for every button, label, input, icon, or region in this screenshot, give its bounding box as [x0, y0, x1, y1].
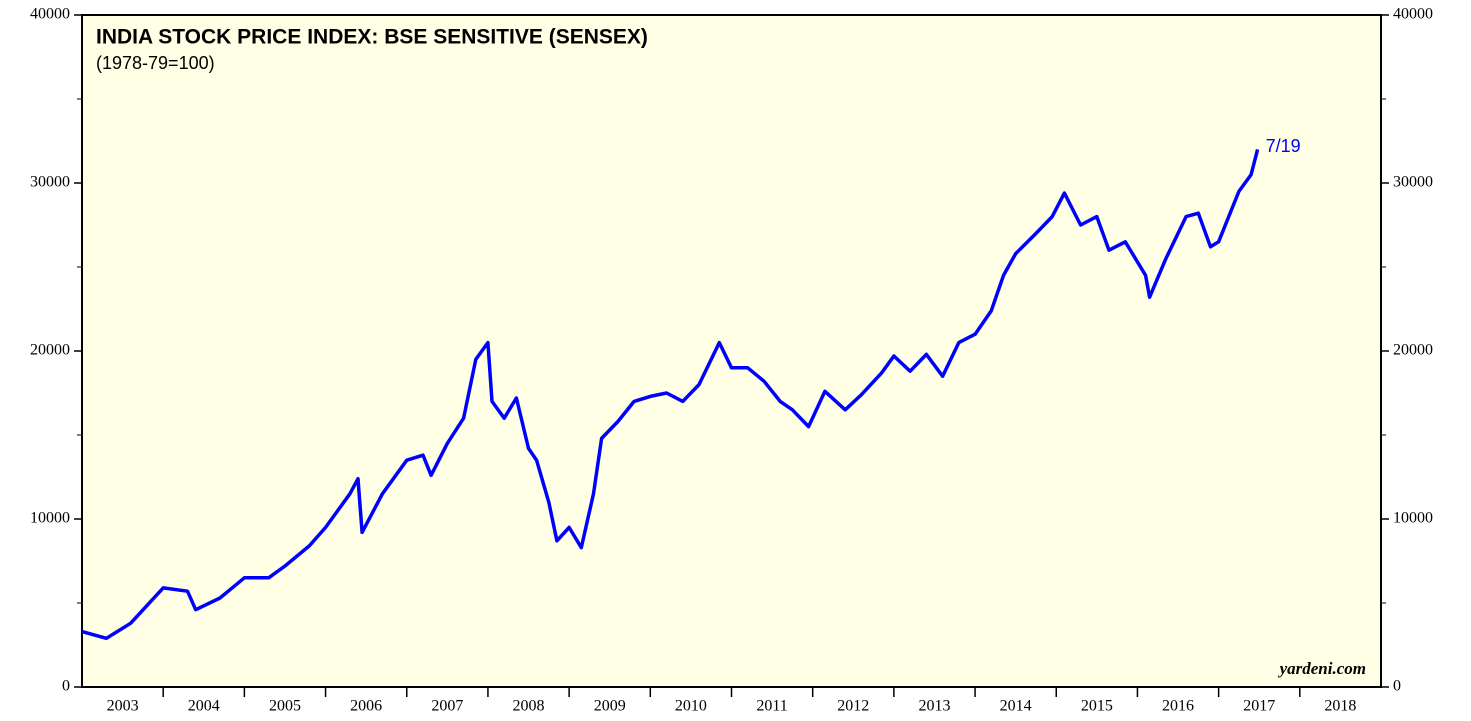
y-tick-label: 20000	[30, 342, 70, 359]
y-tick-label: 0	[62, 678, 70, 695]
x-tick-label: 2008	[513, 698, 545, 715]
x-tick-label: 2003	[107, 698, 139, 715]
x-tick-label: 2007	[431, 698, 463, 715]
y2-tick-label: 10000	[1393, 510, 1433, 527]
plot-area	[81, 14, 1382, 688]
y-tick-label: 40000	[30, 6, 70, 23]
chart-subtitle: (1978-79=100)	[96, 53, 215, 73]
y2-tick-label: 40000	[1393, 6, 1433, 23]
x-tick-label: 2017	[1243, 698, 1275, 715]
y2-tick-label: 0	[1393, 678, 1401, 695]
x-tick-label: 2013	[918, 698, 950, 715]
x-tick-label: 2016	[1162, 698, 1194, 715]
y2-tick-label: 30000	[1393, 174, 1433, 191]
x-tick-label: 2006	[350, 698, 382, 715]
x-tick-label: 2009	[594, 698, 626, 715]
x-tick-label: 2005	[269, 698, 301, 715]
y-tick-label: 30000	[30, 174, 70, 191]
x-tick-label: 2011	[756, 698, 787, 715]
x-tick-label: 2018	[1324, 698, 1356, 715]
annotation: 7/19	[1266, 136, 1301, 156]
x-tick-label: 2014	[1000, 698, 1032, 715]
y-tick-label: 10000	[30, 510, 70, 527]
y2-tick-label: 20000	[1393, 342, 1433, 359]
x-tick-label: 2012	[837, 698, 869, 715]
x-tick-label: 2004	[188, 698, 220, 715]
chart-title: INDIA STOCK PRICE INDEX: BSE SENSITIVE (…	[96, 26, 648, 49]
x-tick-label: 2015	[1081, 698, 1113, 715]
line-series	[81, 148, 1260, 641]
source: yardeni.com	[1278, 659, 1366, 678]
x-tick-label: 2010	[675, 698, 707, 715]
